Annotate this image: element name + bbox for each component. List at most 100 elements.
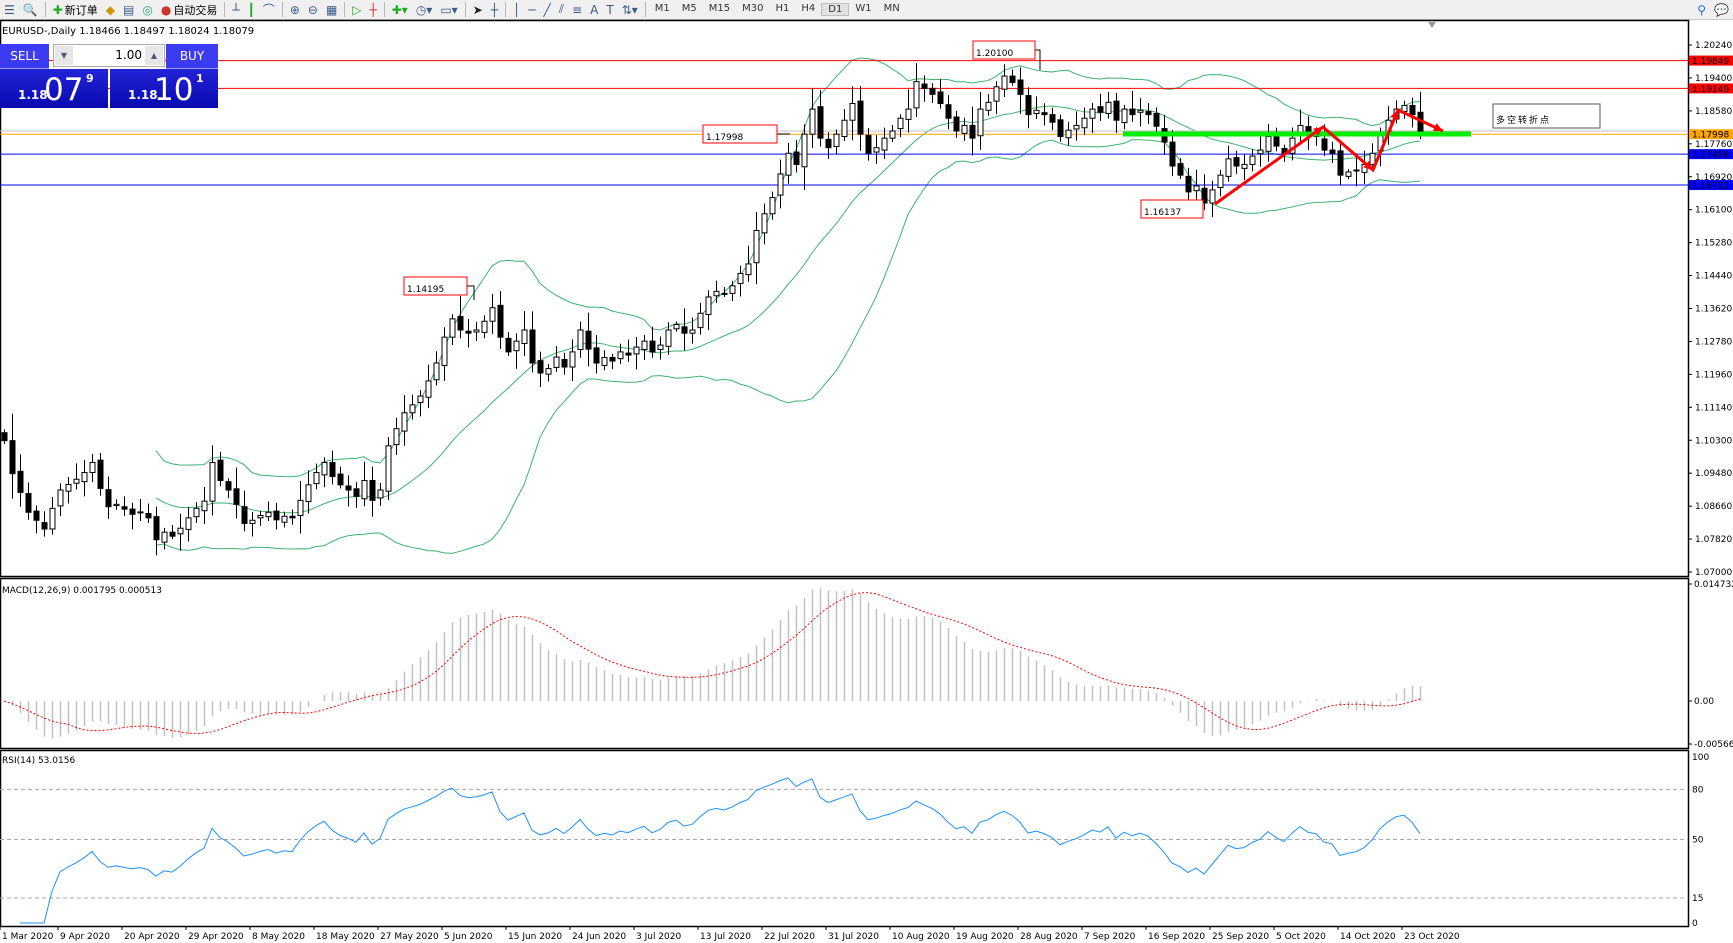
- candle: [337, 466, 344, 489]
- candle-body: [665, 329, 672, 347]
- text-icon[interactable]: A: [590, 2, 599, 17]
- candle: [921, 75, 928, 102]
- y-tick-label: 1.18580: [1695, 107, 1732, 117]
- candle: [225, 478, 232, 499]
- timeframe-h1[interactable]: H1: [775, 3, 790, 14]
- toolbar-divider: [644, 2, 646, 17]
- june-high-label-box: [403, 276, 468, 296]
- candle-body: [833, 133, 840, 147]
- candle: [785, 143, 792, 184]
- indicators-icon[interactable]: ✚▾: [391, 2, 408, 17]
- line-chart-icon[interactable]: ⌒: [262, 3, 275, 17]
- auto-trading-button[interactable]: ● 自动交易: [157, 1, 221, 18]
- autoscroll-icon[interactable]: ▷: [352, 2, 362, 17]
- timeframe-m5[interactable]: M5: [681, 3, 697, 14]
- zoom-in-icon[interactable]: ⊕: [289, 2, 300, 17]
- timeframe-bar: M1 M5 M15 M30 H1 H4 D1 W1 MN: [649, 3, 906, 16]
- timeframe-mn[interactable]: MN: [883, 3, 900, 14]
- candle: [681, 308, 688, 351]
- timeframe-h4[interactable]: H4: [801, 3, 816, 14]
- sell-button[interactable]: SELL: [0, 44, 49, 69]
- candle-body: [1145, 110, 1152, 116]
- candle-body: [1129, 108, 1136, 116]
- horizontal-line-icon[interactable]: ─: [528, 2, 536, 17]
- candle: [633, 337, 640, 370]
- candle-body: [945, 104, 952, 119]
- candle: [1193, 169, 1200, 202]
- timeframe-m15[interactable]: M15: [708, 3, 731, 14]
- timeframe-m30[interactable]: M30: [742, 3, 764, 14]
- timeframe-d1[interactable]: D1: [821, 3, 850, 16]
- metaeditor-icon[interactable]: ◆: [105, 2, 116, 17]
- candle-body: [1337, 150, 1344, 176]
- candlestick-icon[interactable]: ┃: [247, 2, 255, 17]
- equidistant-channel-icon[interactable]: ⫽: [558, 2, 565, 16]
- candle-body: [937, 91, 944, 105]
- candle: [1041, 103, 1048, 126]
- fibonacci-icon[interactable]: ≡: [572, 2, 583, 17]
- candle-body: [121, 506, 128, 510]
- candle-body: [353, 488, 360, 497]
- crosshair-icon[interactable]: ┼: [490, 2, 498, 17]
- new-order-button[interactable]: ✚ 新订单: [49, 1, 102, 18]
- sell-price[interactable]: 1.18 07 9: [0, 69, 108, 108]
- candle: [593, 335, 600, 374]
- vertical-line-icon[interactable]: │: [513, 2, 521, 17]
- terminal-icon[interactable]: ▤: [123, 2, 135, 17]
- candle: [569, 339, 576, 382]
- zoom-out-icon[interactable]: ⊖: [307, 2, 318, 17]
- arrows-icon[interactable]: ⇅▾: [621, 2, 638, 17]
- candle-body: [1329, 149, 1336, 154]
- candle: [1065, 121, 1072, 146]
- price-tag: [1689, 180, 1733, 191]
- candle: [761, 203, 768, 245]
- candle-body: [25, 493, 32, 513]
- trendline-icon[interactable]: ╱: [543, 2, 551, 17]
- zoom-history-icon[interactable]: 🔍: [22, 2, 38, 17]
- candle-body: [113, 503, 120, 507]
- candle: [665, 322, 672, 355]
- candle-body: [897, 117, 904, 130]
- candle: [313, 463, 320, 490]
- periods-icon[interactable]: ◷▾: [415, 2, 433, 17]
- lot-decrease-button[interactable]: ▼: [55, 46, 73, 65]
- list-icon[interactable]: ☰: [4, 2, 15, 17]
- signals-icon[interactable]: ◎: [142, 2, 153, 17]
- candle: [1241, 153, 1248, 181]
- candle: [1113, 92, 1120, 133]
- chart-shift-icon[interactable]: ┼: [369, 2, 377, 17]
- cursor-icon[interactable]: ➤: [472, 2, 483, 17]
- y-tick-label: 1.15280: [1695, 239, 1732, 249]
- candle: [1329, 141, 1336, 164]
- tile-windows-icon[interactable]: ▦: [325, 2, 338, 17]
- x-tick-label: 10 Aug 2020: [892, 932, 950, 942]
- chat-icon[interactable]: 💬: [1714, 2, 1729, 17]
- timeframe-w1[interactable]: W1: [855, 3, 872, 14]
- text-label-icon[interactable]: T: [606, 2, 614, 17]
- candle: [177, 513, 184, 551]
- macd-tick-label: 0.00: [1694, 697, 1714, 707]
- lot-increase-button[interactable]: ▲: [145, 46, 163, 65]
- candle: [89, 453, 96, 483]
- candle-body: [1049, 114, 1056, 123]
- candle-body: [97, 459, 104, 489]
- templates-icon[interactable]: ▭▾: [440, 2, 458, 17]
- bar-chart-icon[interactable]: ┴: [232, 2, 240, 17]
- timeframe-m1[interactable]: M1: [654, 3, 670, 14]
- search-icon[interactable]: ⚲: [1697, 2, 1707, 17]
- candle: [481, 315, 488, 339]
- candle: [161, 527, 168, 550]
- candle: [1217, 169, 1224, 197]
- candle: [1345, 169, 1352, 180]
- candle-body: [1201, 187, 1208, 204]
- buy-price-pips: 10: [154, 72, 194, 108]
- candle-body: [297, 499, 304, 516]
- candle: [1049, 107, 1056, 131]
- candle: [537, 351, 544, 388]
- buy-price[interactable]: 1.18 10 1: [110, 69, 218, 108]
- lot-size-input[interactable]: ▼ 1.00 ▲: [53, 44, 165, 67]
- candle: [1177, 157, 1184, 179]
- candle-body: [905, 108, 912, 120]
- buy-button[interactable]: BUY: [166, 44, 218, 69]
